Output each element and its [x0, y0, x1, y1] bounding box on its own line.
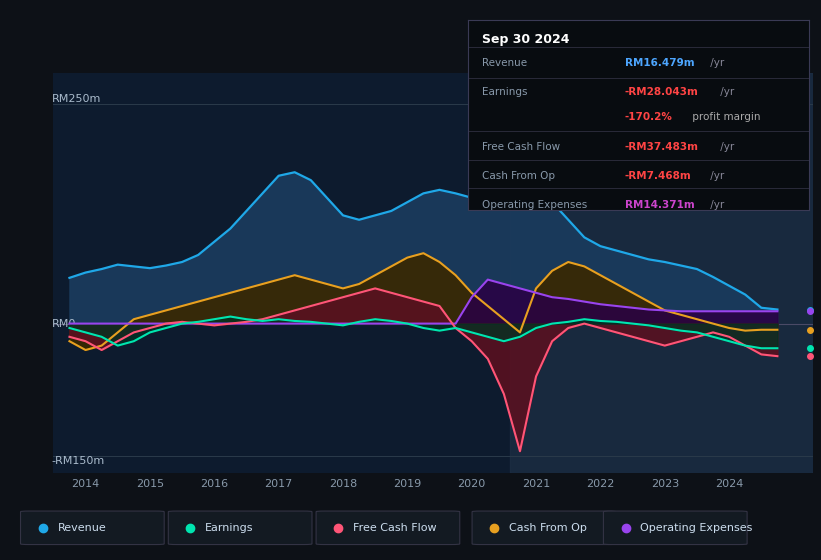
- Text: /yr: /yr: [717, 87, 734, 97]
- Text: Revenue: Revenue: [482, 58, 527, 68]
- Text: /yr: /yr: [708, 199, 725, 209]
- Text: /yr: /yr: [708, 58, 725, 68]
- Text: Revenue: Revenue: [57, 523, 106, 533]
- Text: -RM7.468m: -RM7.468m: [625, 171, 691, 181]
- FancyBboxPatch shape: [168, 511, 312, 544]
- Text: Cash From Op: Cash From Op: [482, 171, 555, 181]
- Text: RM250m: RM250m: [52, 94, 101, 104]
- Text: -RM150m: -RM150m: [52, 456, 105, 465]
- Text: -RM28.043m: -RM28.043m: [625, 87, 699, 97]
- FancyBboxPatch shape: [21, 511, 164, 544]
- Text: RM16.479m: RM16.479m: [625, 58, 695, 68]
- Text: -170.2%: -170.2%: [625, 112, 672, 122]
- Text: Free Cash Flow: Free Cash Flow: [482, 142, 560, 152]
- Text: Sep 30 2024: Sep 30 2024: [482, 33, 569, 46]
- Text: Earnings: Earnings: [205, 523, 254, 533]
- Text: Operating Expenses: Operating Expenses: [482, 199, 587, 209]
- Text: /yr: /yr: [717, 142, 734, 152]
- FancyBboxPatch shape: [603, 511, 747, 544]
- Text: Earnings: Earnings: [482, 87, 527, 97]
- Text: profit margin: profit margin: [689, 112, 760, 122]
- Bar: [511, 73, 813, 473]
- Text: Operating Expenses: Operating Expenses: [640, 523, 753, 533]
- Text: Cash From Op: Cash From Op: [509, 523, 587, 533]
- Text: RM0: RM0: [52, 319, 76, 329]
- Text: RM14.371m: RM14.371m: [625, 199, 695, 209]
- Text: /yr: /yr: [708, 171, 725, 181]
- FancyBboxPatch shape: [316, 511, 460, 544]
- Text: Free Cash Flow: Free Cash Flow: [353, 523, 437, 533]
- FancyBboxPatch shape: [472, 511, 616, 544]
- Text: -RM37.483m: -RM37.483m: [625, 142, 699, 152]
